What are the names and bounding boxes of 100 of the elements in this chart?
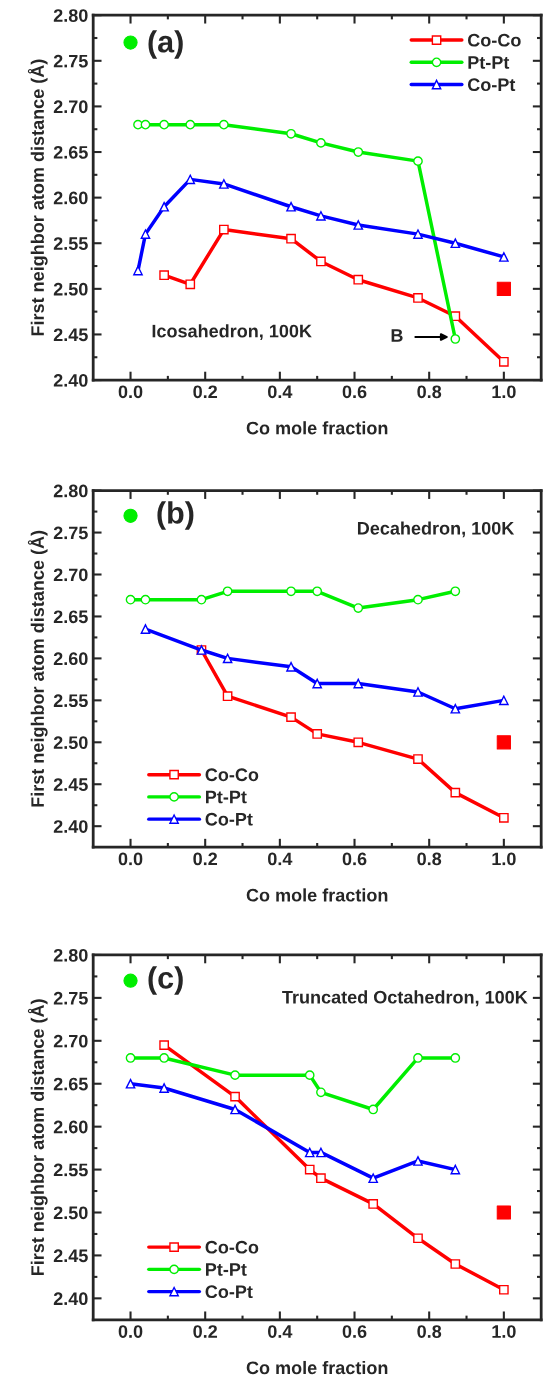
- point: [450, 238, 461, 249]
- legend-label: Co-Pt: [205, 1285, 253, 1299]
- point: [125, 594, 136, 605]
- point: [413, 293, 423, 303]
- point: [498, 356, 509, 367]
- y-tick-label: 2.55: [53, 694, 88, 708]
- point: [368, 1173, 379, 1184]
- y-tick-label: 2.75: [53, 526, 88, 540]
- point: [218, 179, 229, 189]
- point: [230, 1104, 240, 1115]
- point: [304, 1164, 315, 1175]
- y-tick-label: 2.70: [53, 100, 88, 114]
- point: [498, 1284, 509, 1295]
- y-tick-label: 2.40: [53, 373, 88, 387]
- annotation: (b): [157, 501, 194, 530]
- point: [218, 224, 229, 235]
- y-tick-label: 2.80: [53, 484, 88, 498]
- point: [450, 1259, 461, 1269]
- point: [353, 678, 364, 689]
- point: [286, 712, 296, 722]
- point: [450, 703, 461, 714]
- point: [304, 1147, 315, 1158]
- x-tick-label: 0.6: [342, 385, 367, 399]
- annotation: Icosahedron, 100K: [152, 324, 312, 341]
- x-tick-label: 0.4: [268, 385, 293, 399]
- annotation: (a): [148, 30, 183, 59]
- point: [185, 174, 196, 185]
- y-tick-label: 2.45: [53, 1249, 88, 1263]
- point: [312, 586, 323, 597]
- point: [498, 812, 509, 823]
- y-tick-label: 2.80: [53, 948, 88, 962]
- point: [125, 1053, 136, 1063]
- point: [316, 138, 326, 148]
- point: [353, 603, 364, 613]
- y-tick-label: 2.55: [53, 1163, 88, 1177]
- point: [286, 233, 296, 244]
- y-tick-label: 2.65: [53, 610, 88, 624]
- x-tick-label: 0.2: [193, 1325, 218, 1338]
- point: [125, 1078, 136, 1089]
- x-tick-label: 0.8: [417, 385, 442, 399]
- y-axis-title: First neighbor atom distance (Å): [27, 530, 48, 807]
- point: [196, 594, 207, 605]
- y-tick-label: 2.50: [53, 1206, 88, 1220]
- point: [123, 973, 138, 988]
- point: [159, 1083, 169, 1093]
- y-tick-label: 2.45: [53, 328, 88, 342]
- point: [496, 1205, 511, 1220]
- y-tick-label: 2.50: [53, 282, 88, 296]
- legend-label: Co-Co: [205, 768, 259, 782]
- y-tick-label: 2.60: [53, 191, 88, 205]
- x-tick-label: 1.0: [492, 852, 516, 866]
- y-tick-label: 2.65: [53, 1077, 88, 1091]
- point: [222, 691, 233, 702]
- point: [353, 274, 364, 285]
- point: [316, 1087, 326, 1098]
- point: [413, 156, 423, 167]
- point: [450, 586, 461, 597]
- x-tick-label: 1.0: [492, 1325, 516, 1338]
- point: [140, 119, 151, 130]
- point: [222, 653, 233, 664]
- y-tick-label: 2.40: [53, 1292, 88, 1306]
- point: [368, 1104, 379, 1115]
- point: [133, 265, 143, 276]
- point: [413, 687, 423, 697]
- point: [316, 1173, 326, 1184]
- point: [353, 220, 364, 230]
- x-axis-title: Co mole fraction: [246, 1360, 388, 1375]
- point: [159, 270, 169, 281]
- annotation: Truncated Octahedron, 100K: [282, 990, 528, 1007]
- x-tick-label: 0.2: [193, 852, 218, 866]
- point: [185, 279, 196, 290]
- legend-label: Co-Co: [205, 1240, 259, 1254]
- y-tick-label: 2.75: [53, 54, 88, 68]
- legend-label: Co-Pt: [205, 812, 253, 826]
- x-tick-label: 0.8: [417, 1325, 442, 1338]
- x-tick-label: 0.0: [118, 1325, 143, 1338]
- x-tick-label: 0.0: [118, 385, 143, 399]
- point: [316, 1147, 326, 1158]
- y-tick-label: 2.40: [53, 820, 88, 833]
- point: [304, 1070, 315, 1081]
- y-axis-title: First neighbor atom distance (Å): [27, 59, 48, 336]
- point: [159, 1040, 169, 1050]
- point: [286, 586, 296, 597]
- point: [159, 1053, 169, 1063]
- point: [140, 594, 151, 605]
- point: [230, 1091, 240, 1102]
- point: [316, 256, 326, 267]
- point: [450, 1053, 461, 1063]
- point: [496, 281, 511, 296]
- point: [413, 229, 423, 239]
- point: [286, 128, 296, 139]
- point: [413, 1156, 423, 1166]
- x-tick-label: 0.0: [118, 852, 143, 866]
- point: [368, 1199, 379, 1209]
- point: [222, 586, 233, 597]
- y-tick-label: 2.70: [53, 1034, 88, 1048]
- point: [413, 1053, 423, 1063]
- point: [286, 201, 296, 212]
- x-tick-label: 0.2: [193, 385, 218, 399]
- point: [498, 252, 509, 262]
